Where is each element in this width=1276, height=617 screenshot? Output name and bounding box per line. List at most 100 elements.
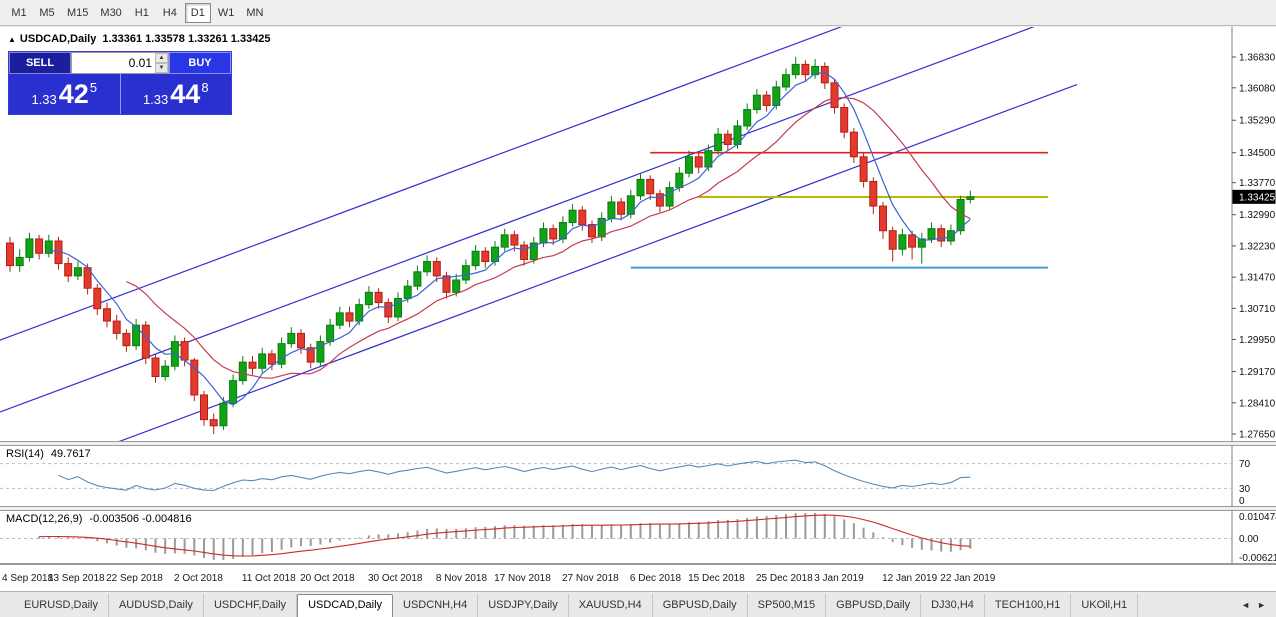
time-axis-label: 22 Jan 2019 [940, 573, 996, 584]
timeframe-m30-button[interactable]: M30 [95, 3, 126, 23]
price-axis-label: 1.32230 [1239, 241, 1276, 252]
macd-signal-line [39, 514, 971, 557]
ask-pipette: 8 [201, 80, 209, 95]
tab-usdchf-daily[interactable]: USDCHF,Daily [204, 594, 298, 617]
volume-field: ▲ ▼ [71, 52, 169, 74]
price-chart[interactable]: 1.36830 1.36080 1.35290 1.34500 1.33770 1.329… [0, 27, 1276, 442]
channel-lower-trendline[interactable] [0, 83, 1078, 442]
rsi-plot[interactable]: 70 300 [0, 445, 1276, 507]
price-axis-label: 1.29170 [1239, 367, 1276, 378]
price-axis-label: 1.27650 [1239, 430, 1276, 441]
ask-pips: 44 [170, 78, 201, 109]
time-axis-label: 2 Oct 2018 [174, 573, 223, 584]
macd-label: MACD(12,26,9) -0.003506 -0.004816 [6, 513, 192, 525]
rsi-scale-label: 0 [1239, 496, 1245, 507]
price-axis-label: 1.34500 [1239, 148, 1276, 159]
volume-input[interactable] [72, 53, 155, 73]
chart-title: ▲ USDCAD,Daily 1.33361 1.33578 1.33261 1.3… [8, 33, 271, 45]
time-axis-label: 11 Oct 2018 [241, 573, 296, 584]
tab-usdcnh-h4[interactable]: USDCNH,H4 [393, 594, 479, 617]
tab-scroll-left-icon[interactable]: ◄ [1241, 599, 1251, 610]
macd-indicator-panel: 0.010474 0.00 -0.006218 MACD(12,26,9)-0.00… [0, 510, 1276, 564]
tab-usdcad-daily[interactable]: USDCAD,Daily [297, 594, 394, 617]
time-axis-label: 17 Nov 2018 [494, 573, 551, 584]
chart-tab-bar: EURUSD,Daily AUDUSD,Daily USDCHF,Daily USDC… [0, 591, 1276, 617]
sell-price-display[interactable]: 1.33 42 5 [9, 74, 121, 114]
tab-ukoil-h1[interactable]: UKOil,H1 [1071, 594, 1139, 617]
rsi-value: 49.7617 [50, 448, 91, 460]
tab-scroll-controls: ◄ ► [1241, 592, 1266, 617]
price-axis-label: 1.28410 [1239, 398, 1276, 409]
price-axis-label: 1.36080 [1239, 83, 1276, 94]
time-axis-label: 25 Dec 2018 [756, 573, 813, 584]
time-axis-label: 22 Sep 2018 [106, 573, 163, 584]
tab-gbpusd-daily[interactable]: GBPUSD,Daily [653, 594, 748, 617]
rsi-indicator-panel: 70 30 0 RSI(14) 49.7617 [0, 445, 1276, 507]
chart-expand-icon[interactable]: ▲ [8, 35, 16, 44]
buy-price-display[interactable]: 1.33 44 8 [121, 74, 232, 114]
time-axis-label: 15 Dec 2018 [688, 573, 745, 584]
ma-fast-line[interactable] [48, 71, 971, 406]
time-axis-label: 27 Nov 2018 [562, 573, 619, 584]
current-price-badge [1232, 189, 1276, 204]
tab-usdjpy-daily[interactable]: USDJPY,Daily [478, 594, 569, 617]
timeframe-toolbar: M1 M5 M15 M30 H1 H4 D1 W1 MN [0, 0, 1276, 26]
tab-dj30-h4[interactable]: DJ30,H4 [921, 594, 985, 617]
chart-symbol-title: USDCAD,Daily [19, 33, 97, 45]
timeframe-m15-button[interactable]: M15 [62, 3, 93, 23]
macd-plot[interactable]: 0.010474 0.00 -0.006218 [0, 510, 1276, 564]
price-axis-label: 1.33770 [1239, 178, 1276, 189]
tab-sp500-m15[interactable]: SP500,M15 [748, 594, 827, 617]
price-axis-label: 1.29950 [1239, 335, 1276, 346]
rsi-line [58, 459, 971, 492]
volume-up-icon[interactable]: ▲ [155, 53, 168, 63]
ask-big-figure: 1.33 [142, 92, 169, 107]
candles-layer [6, 57, 975, 434]
buy-button[interactable]: BUY [169, 52, 231, 74]
time-axis-label: 4 Sep 2018 [2, 573, 54, 584]
volume-down-icon[interactable]: ▼ [155, 63, 168, 73]
timeframe-h1-button[interactable]: H1 [129, 3, 155, 23]
time-axis-label: 3 Jan 2019 [814, 573, 864, 584]
ma-slow-line[interactable] [126, 97, 971, 379]
bid-big-figure: 1.33 [31, 92, 57, 107]
timeframe-w1-button[interactable]: W1 [213, 3, 240, 23]
rsi-scale-label: 30 [1239, 484, 1251, 495]
macd-values: -0.003506 -0.004816 [89, 513, 192, 525]
price-axis-label: 1.30710 [1239, 304, 1276, 315]
tab-eurusd-daily[interactable]: EURUSD,Daily [14, 594, 109, 617]
chart-tabs: EURUSD,Daily AUDUSD,Daily USDCHF,Daily USDC… [14, 594, 1139, 617]
macd-scale-min: -0.006218 [1239, 553, 1276, 564]
sell-button[interactable]: SELL [9, 52, 71, 74]
timeframe-h4-button[interactable]: H4 [157, 3, 183, 23]
timeframe-d1-button[interactable]: D1 [184, 2, 211, 23]
chart-ohlc-values: 1.33361 1.33578 1.33261 1.33425 [102, 33, 271, 45]
rsi-scale-label: 70 [1239, 459, 1251, 470]
time-axis-label: 13 Sep 2018 [47, 573, 105, 584]
tab-tech100-h1[interactable]: TECH100,H1 [985, 594, 1072, 617]
time-axis-label: 6 Dec 2018 [629, 573, 682, 584]
timeframe-m5-button[interactable]: M5 [34, 3, 60, 23]
time-axis-label: 20 Oct 2018 [300, 573, 355, 584]
price-axis-label: 1.36830 [1239, 53, 1276, 64]
rsi-label: RSI(14) 49.7617 [6, 448, 91, 460]
macd-scale-zero: 0.00 [1239, 534, 1259, 545]
bid-pips: 42 [58, 78, 89, 109]
bid-pipette: 5 [89, 80, 98, 95]
price-axis-label: 1.31470 [1239, 273, 1276, 284]
tab-gbpusd-daily[interactable]: GBPUSD,Daily [826, 594, 922, 617]
price-axis-label: 1.35290 [1239, 116, 1276, 127]
timeframe-mn-button[interactable]: MN [241, 3, 268, 23]
tab-xauusd-h4[interactable]: XAUUSD,H4 [569, 594, 653, 617]
tab-scroll-right-icon[interactable]: ► [1257, 599, 1266, 610]
timeframe-m1-button[interactable]: M1 [6, 3, 32, 23]
channel-upper-trendline[interactable] [0, 27, 864, 344]
main-chart-panel: 1.36830 1.36080 1.35290 1.34500 1.33770 1.329… [0, 27, 1276, 442]
time-axis[interactable]: 4 Sep 2018 13 Sep 2018 22 Sep 2018 2 Oct 20… [0, 564, 1276, 591]
tab-audusd-daily[interactable]: AUDUSD,Daily [109, 594, 204, 617]
time-axis-label: 8 Nov 2018 [435, 573, 488, 584]
macd-scale-max: 0.010474 [1239, 512, 1276, 523]
plot-area[interactable] [0, 27, 1078, 442]
